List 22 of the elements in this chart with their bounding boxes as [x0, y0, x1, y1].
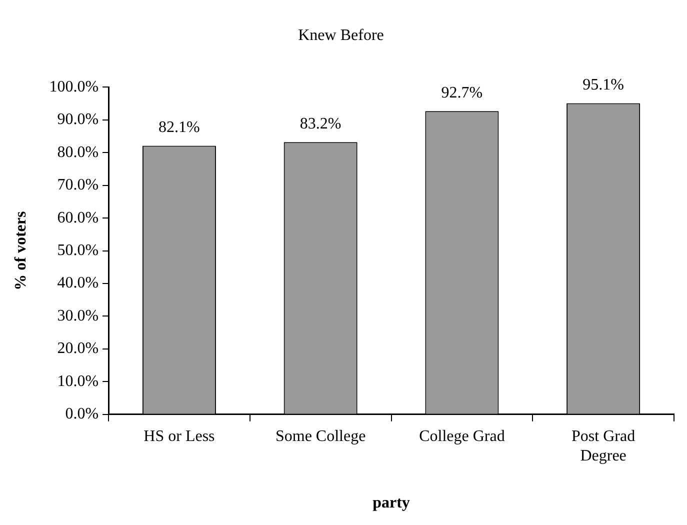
y-tick-label: 20.0%: [57, 340, 99, 358]
y-tick-label: 40.0%: [57, 274, 99, 292]
data-label: 82.1%: [158, 118, 200, 136]
x-axis-title: party: [372, 494, 410, 512]
y-tick-label: 90.0%: [57, 111, 99, 128]
y-tick-label: 60.0%: [57, 209, 99, 226]
y-tick-label: 0.0%: [65, 406, 99, 423]
y-tick-label: 100.0%: [49, 78, 99, 96]
x-tick-label: HS or Less: [144, 428, 215, 446]
y-tick-label: 80.0%: [57, 144, 99, 161]
y-tick-label: 70.0%: [57, 176, 99, 194]
y-tick-label: 50.0%: [57, 242, 99, 260]
data-label: 92.7%: [441, 84, 483, 102]
y-tick-label: 30.0%: [57, 307, 99, 324]
data-label: 95.1%: [582, 76, 624, 94]
x-tick-label: Post Grad Degree: [572, 428, 636, 464]
chart-title: Knew Before: [298, 26, 384, 44]
y-tick-label: 10.0%: [57, 372, 99, 390]
x-tick-label: Some College: [275, 428, 366, 446]
y-axis-title: % of voters: [12, 211, 30, 290]
x-tick-label: College Grad: [419, 428, 505, 446]
data-label: 83.2%: [300, 115, 342, 132]
